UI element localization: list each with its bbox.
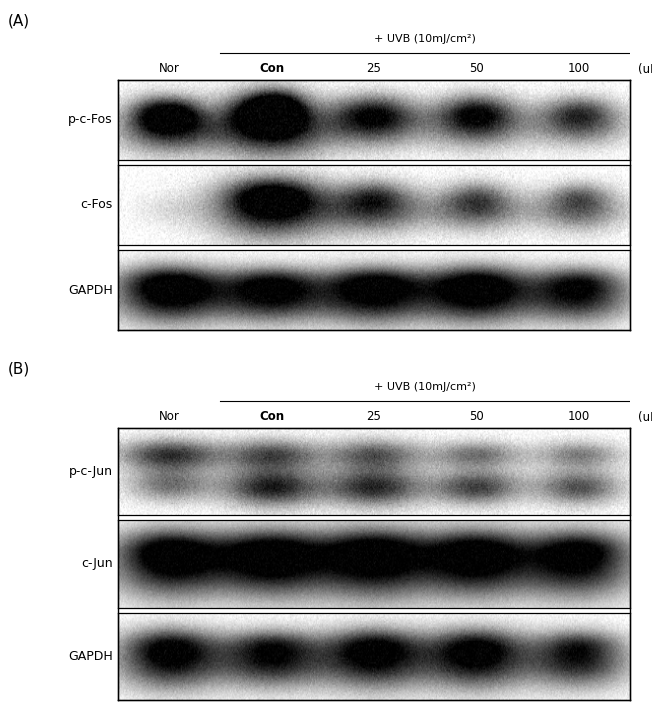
Text: (A): (A) [8,14,30,29]
Text: Nor: Nor [159,410,180,423]
Text: GAPDH: GAPDH [68,650,113,663]
Text: 100: 100 [568,410,590,423]
Text: 50: 50 [469,410,484,423]
Text: + UVB (10mJ/cm²): + UVB (10mJ/cm²) [374,34,476,44]
Text: c-Jun: c-Jun [81,558,113,571]
Text: 50: 50 [469,62,484,75]
Text: p-c-Jun: p-c-Jun [68,465,113,478]
Text: Con: Con [259,410,284,423]
Text: (B): (B) [8,362,30,377]
Text: 25: 25 [366,62,381,75]
Text: + UVB (10mJ/cm²): + UVB (10mJ/cm²) [374,382,476,392]
Text: GAPDH: GAPDH [68,284,113,296]
Text: 100: 100 [568,62,590,75]
Text: 25: 25 [366,410,381,423]
Text: p-c-Fos: p-c-Fos [68,114,113,127]
Text: (uM): (uM) [638,62,652,75]
Text: (uM): (uM) [638,410,652,423]
Text: c-Fos: c-Fos [80,198,113,211]
Text: Con: Con [259,62,284,75]
Text: Nor: Nor [159,62,180,75]
